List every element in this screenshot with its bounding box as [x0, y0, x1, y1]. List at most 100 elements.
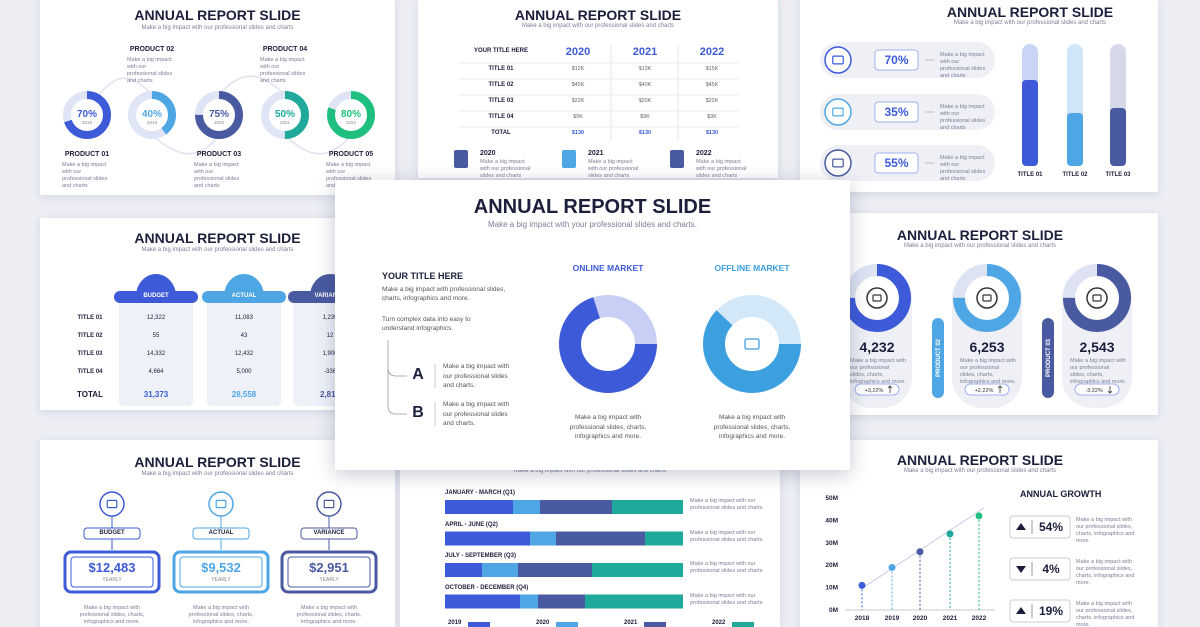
bar-fill [1110, 108, 1126, 166]
bar-segment [540, 500, 612, 514]
change-arrow [1107, 386, 1113, 394]
product-tab [932, 318, 944, 398]
slide-subtitle: Make a big impact with our professional … [141, 471, 294, 477]
x-tick-label: 2018 [855, 615, 870, 622]
slide-title: ANNUAL REPORT SLIDE [946, 4, 1114, 20]
bar-segment [530, 531, 556, 546]
slide-subtitle: Make a big impact with our professional … [903, 243, 1057, 249]
note-year: 2021 [588, 150, 604, 157]
slide-title: ANNUAL REPORT SLIDE [134, 454, 301, 470]
blurb: Make a big impact with our professional … [850, 358, 906, 385]
bar-title: TITLE 03 [1105, 172, 1131, 178]
graphics: 70% 35% 55% [820, 42, 1126, 181]
value-box [874, 101, 919, 123]
table-cell: TITLE 03 [77, 351, 103, 357]
legend-label: 2022 [712, 620, 726, 626]
y-tick-label: 40M [825, 517, 838, 524]
change-pill [1074, 383, 1120, 396]
blurb: Make a big impact with professional slid… [79, 605, 145, 625]
donut-arc [195, 91, 243, 139]
bar-segment [513, 500, 540, 514]
item-value: $9,532 [201, 560, 241, 575]
value-box [874, 49, 919, 71]
table-header: 2022 [699, 46, 725, 58]
slide-card: ANNUAL REPORT SLIDE Make a big impact wit… [418, 0, 778, 178]
table-cell: TITLE 03 [488, 98, 514, 104]
blurb: Make a big impact with our professional … [940, 155, 986, 182]
table-cell: TOTAL [77, 390, 103, 399]
table-cell: 5,000 [236, 369, 252, 375]
point [916, 548, 924, 556]
graphics [63, 491, 378, 594]
y-tick-label: 20M [825, 562, 838, 569]
column-bg [207, 298, 281, 406]
donut-label: 70% [77, 109, 97, 120]
value-box [874, 152, 919, 174]
blurb: Make a big impact with our professional … [690, 592, 763, 606]
bar-fill [1067, 113, 1083, 166]
table-cell: $40K [638, 82, 652, 88]
value-label: 55% [884, 156, 908, 170]
table-cell: 4,664 [148, 369, 164, 375]
note-icon [454, 150, 468, 168]
legend-swatch [556, 622, 578, 627]
slide-subtitle: Make a big impact with your professional… [488, 220, 697, 229]
icon-ring [824, 46, 852, 74]
slide-title: ANNUAL REPORT SLIDE [896, 227, 1064, 243]
table-cell: TITLE 01 [77, 315, 103, 321]
bar-segment [538, 594, 585, 609]
icon-glyph [323, 499, 335, 509]
table-cell: $22K [705, 98, 719, 104]
bar-title: TITLE 02 [1062, 172, 1088, 178]
product-tab [1042, 318, 1054, 398]
slide-title: ANNUAL REPORT SLIDE [473, 196, 712, 218]
table-cell: TITLE 01 [488, 66, 514, 72]
name-tab [192, 527, 250, 540]
row-label: OCTOBER - DECEMBER (Q4) [445, 584, 529, 591]
option-letter: A [412, 366, 424, 383]
y-tick-label: 50M [825, 495, 838, 502]
icon-glyph [832, 55, 844, 65]
icon-ring [208, 491, 234, 517]
donut-arc [703, 295, 801, 393]
table-cell: 12,432 [234, 351, 254, 357]
blurb: Make a big impact with our professional … [1076, 601, 1135, 627]
table-cell: $20K [638, 98, 652, 104]
change-arrow [887, 385, 893, 393]
point [888, 563, 896, 571]
slide-card: ANNUAL REPORT SLIDE Make a big impact wit… [800, 440, 1158, 627]
x-tick-label: 2019 [885, 615, 900, 622]
icon-glyph [832, 107, 844, 117]
slide-title: ANNUAL REPORT SLIDE [134, 7, 301, 23]
product-name: PRODUCT 02 [129, 46, 175, 53]
bar-segment [556, 531, 645, 546]
row-label: JULY - SEPTEMBER (Q3) [445, 553, 517, 559]
table-cell: $45K [705, 82, 719, 88]
icon-glyph [106, 499, 118, 509]
header-dome [224, 274, 264, 296]
table-cell: $15K [705, 66, 719, 72]
item-name: VARIANCE [313, 530, 345, 536]
table-cell: $13K [638, 66, 652, 72]
legend-swatch [732, 622, 754, 627]
slide-card: ANNUAL REPORT SLIDE Make a big impact wit… [40, 440, 395, 627]
blurb: Make a big impact with our professional … [690, 529, 763, 543]
table-cell: 43 [240, 333, 248, 339]
table-cell: 1,239 [322, 315, 338, 321]
donut-arc [128, 91, 176, 139]
donut-arc [63, 91, 111, 139]
table-cell: TITLE 02 [77, 333, 103, 339]
item-unit: YEARLY [211, 577, 231, 583]
table-cell: 14,332 [146, 351, 166, 357]
bar-segment [592, 563, 683, 577]
table-cell: $130 [638, 130, 652, 136]
slide-subtitle: Make a big impact with our professional … [513, 468, 667, 474]
trend [861, 507, 985, 589]
item-value: $12,483 [88, 560, 136, 575]
heading: YOUR TITLE HERE [382, 271, 464, 281]
blurb: Make a big impact with our professional … [690, 498, 763, 511]
chart-title: OFFLINE MARKET [714, 263, 790, 273]
table-cell: $130 [705, 130, 719, 136]
product-name: PRODUCT 04 [262, 46, 308, 53]
bar-segment [445, 531, 530, 546]
